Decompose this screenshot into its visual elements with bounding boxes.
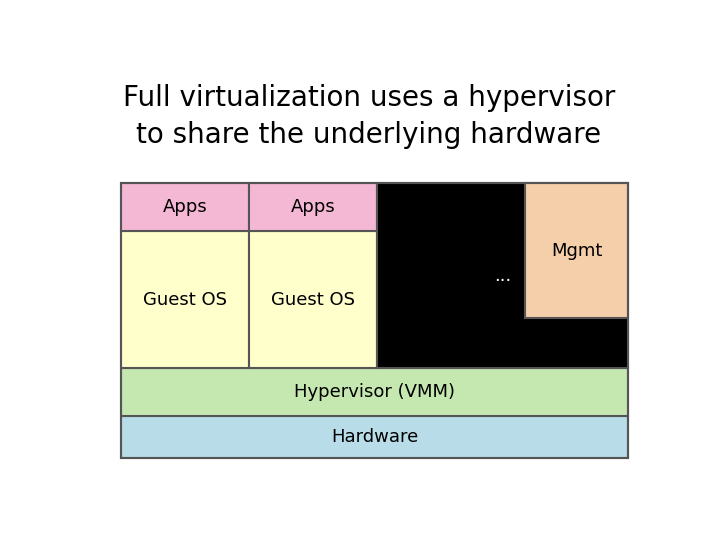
FancyBboxPatch shape xyxy=(121,231,249,368)
Text: Apps: Apps xyxy=(291,198,336,216)
Text: Guest OS: Guest OS xyxy=(271,291,355,309)
FancyBboxPatch shape xyxy=(121,416,629,458)
FancyBboxPatch shape xyxy=(377,183,629,368)
FancyBboxPatch shape xyxy=(121,183,249,231)
Text: Mgmt: Mgmt xyxy=(552,242,603,260)
Text: ...: ... xyxy=(495,267,511,285)
FancyBboxPatch shape xyxy=(249,231,377,368)
Text: Hypervisor (VMM): Hypervisor (VMM) xyxy=(294,383,455,401)
FancyBboxPatch shape xyxy=(249,183,377,231)
FancyBboxPatch shape xyxy=(121,368,629,416)
Text: Guest OS: Guest OS xyxy=(143,291,227,309)
Text: Hardware: Hardware xyxy=(331,428,418,446)
Text: Full virtualization uses a hypervisor
to share the underlying hardware: Full virtualization uses a hypervisor to… xyxy=(123,84,615,149)
FancyBboxPatch shape xyxy=(526,183,629,319)
Text: Apps: Apps xyxy=(163,198,207,216)
